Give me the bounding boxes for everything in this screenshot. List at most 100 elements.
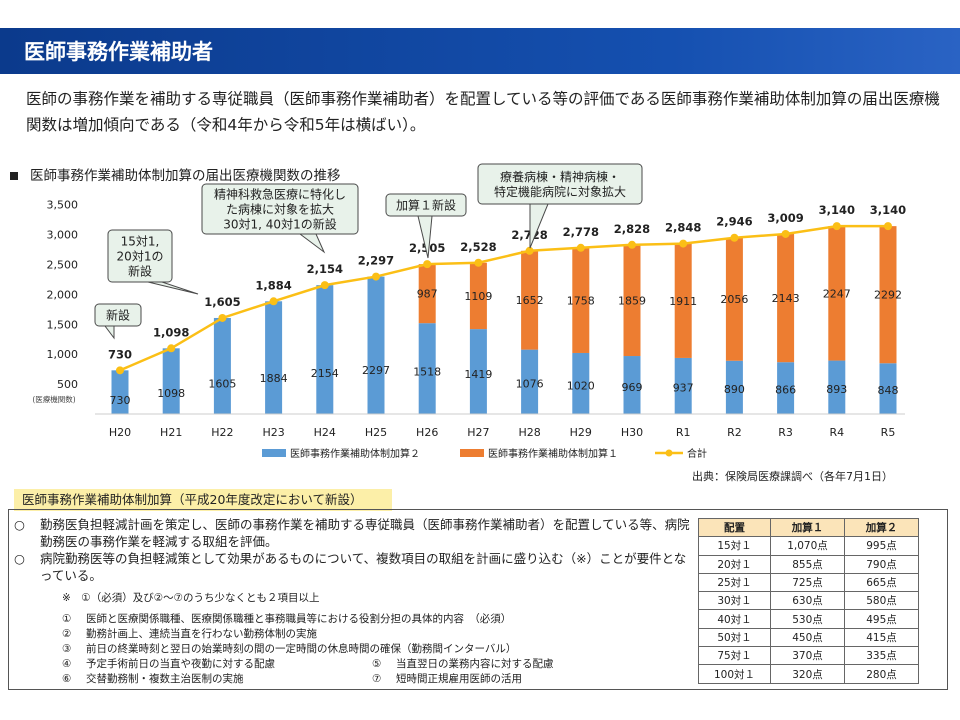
y-tick-label: 2,500	[47, 258, 79, 271]
data-label-kasan2: 1098	[157, 387, 185, 400]
callout-text: 30対1, 40対1の新設	[223, 217, 336, 232]
item-text: 医師と医療関係職種、医療関係職種と事務職員等における役割分担の具体的内容 （必須…	[86, 613, 512, 625]
item-number: ③	[62, 643, 72, 655]
x-tick-label: H26	[416, 426, 438, 439]
x-tick-label: H27	[467, 426, 489, 439]
total-point	[628, 240, 636, 249]
callout-text: た病棟に対象を拡大	[226, 202, 334, 217]
total-point	[474, 258, 483, 267]
table-cell: 530点	[770, 609, 845, 629]
callout-box	[107, 229, 173, 283]
x-tick-label: H21	[160, 426, 182, 439]
table-cell: 20対１	[698, 554, 771, 574]
y-axis-label: (医療機関数)	[32, 394, 75, 404]
x-tick-label: R2	[727, 426, 742, 439]
requirement-note: ※ ①（必須）及び②～⑦のうち少なくとも２項目以上	[62, 592, 320, 604]
total-point	[679, 239, 688, 248]
table-cell: 495点	[844, 609, 919, 629]
requirement-item: ○ 勤務医負担軽減計画を策定し、医師の事務作業を補助する専従職員（医師事務作業補助…	[14, 516, 694, 550]
table-cell: 370点	[770, 646, 845, 666]
data-label-kasan2: 937	[673, 382, 694, 395]
x-tick-label: H25	[365, 426, 387, 439]
bullet-square-icon	[10, 172, 18, 180]
data-label-kasan2: 2297	[362, 364, 390, 377]
table-row: 15対１ 1,070点 995点	[698, 536, 919, 556]
callout-box	[94, 303, 142, 327]
measure-item: ③ 前日の終業時刻と翌日の始業時刻の間の一定時間の休息時間の確保（勤務間インターバ…	[62, 642, 702, 657]
table-cell: 320点	[770, 664, 845, 684]
total-point	[320, 281, 329, 290]
legend: 医師事務作業補助体制加算２ 医師事務作業補助体制加算１ 合計	[262, 447, 707, 460]
bar-kasan1	[725, 237, 743, 361]
total-point	[167, 344, 176, 353]
bar-kasan2	[777, 362, 795, 414]
x-axis: H20 H21 H22 H23 H24 H25 H26 H27 H28 H29 H30 R1 R2 R3 R…	[95, 413, 905, 439]
y-tick-label: 1,500	[47, 318, 79, 331]
bar-kasan1	[623, 244, 641, 357]
table-row: 25対１ 725点 665点	[698, 572, 919, 593]
table-cell: 30対１	[698, 591, 771, 611]
data-label-kasan1: 2247	[823, 287, 851, 300]
total-line-path	[119, 224, 888, 372]
total-line: 7301,0981,6051,8842,1542,2972,5052,5282,…	[108, 203, 906, 375]
item-number: ⑦	[372, 673, 382, 685]
total-point	[576, 243, 585, 252]
measure-item: ① 医師と医療関係職種、医療関係職種と事務職員等における役割分担の具体的内容 （必…	[62, 612, 702, 627]
chart-title: 医師事務作業補助体制加算の届出医療機関数の推移	[10, 164, 341, 184]
data-label-kasan2: 1518	[413, 365, 441, 378]
bar-kasan1	[879, 226, 897, 364]
callout-text: 新設	[106, 308, 130, 323]
bar-kasan2	[316, 285, 334, 414]
bar-kasan1	[777, 233, 795, 363]
measure-items: ① 医師と医療関係職種、医療関係職種と事務職員等における役割分担の具体的内容 （必…	[62, 612, 702, 687]
total-label: 730	[108, 347, 132, 361]
points-table: 配置 加算１ 加算２ 15対１ 1,070点 995点 20対１ 855点 790点 2…	[698, 517, 919, 684]
measure-item-pair: ⑥ 交替勤務制・複数主治医制の実施 ⑦ 短時間正規雇用医師の活用	[62, 672, 702, 687]
item-text: 勤務計画上、連続当直を行わない勤務体制の実施	[86, 628, 317, 640]
data-label-kasan1: 1911	[669, 295, 697, 308]
item-number: ①	[62, 613, 72, 625]
bar-kasan2	[265, 301, 283, 414]
total-label: 2,528	[460, 240, 496, 254]
callout-box	[385, 193, 467, 217]
table-cell: 25対１	[698, 572, 771, 593]
table-cell: 790点	[844, 554, 919, 574]
callout-box	[477, 163, 643, 205]
item-number: ②	[62, 628, 72, 640]
data-label-kasan2: 893	[826, 383, 847, 396]
table-cell: 665点	[844, 572, 919, 593]
callout-text: 新設	[128, 264, 152, 279]
table-row: 100対１ 320点 280点	[698, 664, 919, 684]
data-label-kasan2: 1884	[260, 372, 288, 385]
item-number: ⑥	[62, 673, 72, 685]
item-text: 前日の終業時刻と翌日の始業時刻の間の一定時間の休息時間の確保（勤務間インターバル…	[86, 643, 517, 655]
callout-pointer	[298, 233, 326, 254]
table-cell: 335点	[844, 646, 919, 666]
data-label-kasan1: 2143	[772, 292, 800, 305]
bar-kasan2	[879, 363, 897, 414]
x-tick-label: H28	[518, 426, 540, 439]
table-cell: 415点	[844, 627, 919, 648]
total-label: 2,946	[716, 215, 752, 229]
legend-label-total: 合計	[687, 447, 707, 460]
callout-pointer	[104, 325, 115, 340]
table-cell: 580点	[844, 591, 919, 611]
total-label: 3,140	[870, 203, 906, 217]
total-point	[525, 246, 534, 255]
bar-kasan2	[674, 357, 692, 414]
bar-kasan2	[623, 356, 641, 414]
measure-item-pair: ④ 予定手術前日の当直や夜勤に対する配慮 ⑤ 当直翌日の業務内容に対する配慮	[62, 657, 702, 672]
x-tick-label: H24	[314, 426, 336, 439]
bar-kasan2	[725, 360, 743, 414]
annotations: 新設15対1,20対1の新設精神科救急医療に特化した病棟に対象を拡大30対1, …	[94, 163, 643, 340]
y-tick-label: 500	[57, 378, 78, 391]
item-text: 当直翌日の業務内容に対する配慮	[396, 658, 554, 670]
data-label-kasan2: 1020	[567, 379, 595, 392]
table-row: 75対１ 370点 335点	[698, 646, 919, 666]
header-bar: 医師事務作業補助者	[0, 28, 960, 74]
callout-text: 療養病棟・精神病棟・	[500, 169, 620, 184]
page-title: 医師事務作業補助者	[24, 40, 213, 64]
total-label: 2,297	[358, 254, 394, 268]
table-row: 40対１ 530点 495点	[698, 609, 919, 629]
